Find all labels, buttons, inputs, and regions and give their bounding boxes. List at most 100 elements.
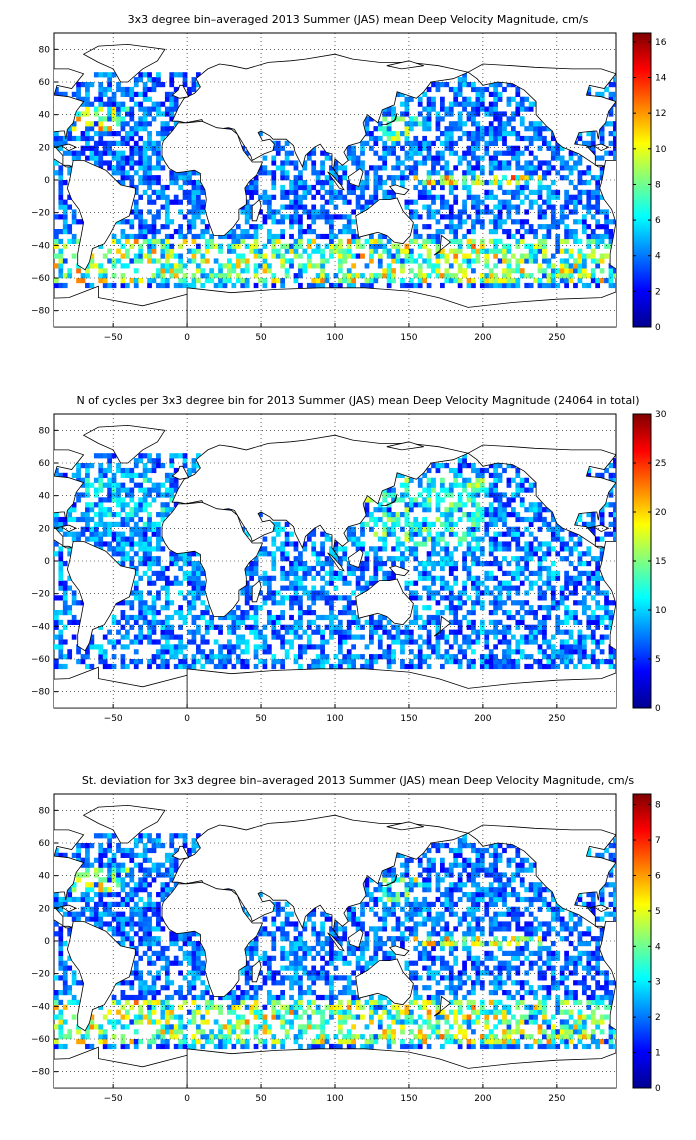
data-bin [497, 590, 503, 596]
data-bin [227, 248, 232, 254]
data-bin [422, 189, 427, 195]
data-bin [457, 91, 463, 97]
data-bin [58, 184, 64, 191]
data-bin [85, 502, 90, 508]
data-bin [404, 487, 410, 493]
data-bin [249, 180, 254, 186]
data-bin [537, 184, 543, 191]
data-bin [599, 91, 605, 97]
data-bin [138, 624, 144, 630]
data-bin [54, 238, 59, 244]
data-bin [457, 248, 463, 254]
data-bin [599, 233, 605, 240]
data-bin [590, 229, 596, 235]
data-bin [346, 189, 352, 195]
data-bin [519, 121, 525, 127]
data-bin [519, 614, 525, 621]
data-bin [577, 248, 583, 254]
data-bin [364, 580, 370, 586]
data-bin [497, 224, 503, 230]
data-bin [413, 214, 419, 220]
data-bin [391, 575, 396, 581]
data-bin [71, 536, 77, 542]
data-bin [559, 659, 565, 665]
data-bin [302, 229, 308, 235]
data-bin [151, 497, 157, 503]
data-bin [391, 649, 396, 655]
data-bin [448, 170, 454, 176]
data-bin [595, 155, 601, 161]
data-bin [249, 570, 254, 576]
data-bin [227, 614, 232, 621]
data-bin [453, 248, 459, 254]
data-bin [120, 121, 126, 127]
data-bin [120, 482, 126, 488]
data-bin [417, 121, 423, 127]
data-bin [502, 160, 507, 166]
data-bin [488, 561, 494, 567]
data-bin [391, 526, 396, 532]
data-bin [479, 86, 485, 93]
data-bin [173, 561, 179, 567]
data-bin [315, 278, 321, 284]
data-bin [537, 194, 543, 200]
data-bin [497, 595, 503, 601]
data-bin [62, 605, 68, 611]
data-bin [435, 111, 441, 117]
data-bin [298, 204, 303, 210]
data-bin [89, 536, 95, 542]
data-bin [133, 512, 139, 518]
data-bin [431, 199, 436, 205]
data-bin [98, 1039, 104, 1045]
data-bin [462, 175, 467, 181]
data-bin [391, 278, 396, 284]
data-bin [142, 165, 148, 171]
data-bin [386, 629, 392, 635]
data-bin [581, 610, 587, 616]
data-bin [195, 233, 201, 240]
data-bin [479, 516, 485, 523]
data-bin [293, 600, 299, 606]
data-bin [568, 268, 574, 274]
data-bin [524, 273, 530, 279]
data-bin [448, 150, 454, 156]
data-bin [147, 575, 152, 581]
data-bin [315, 629, 321, 635]
data-bin [93, 521, 99, 527]
data-bin [160, 238, 166, 244]
data-bin [404, 121, 410, 127]
data-bin [76, 96, 81, 102]
data-bin [484, 150, 490, 156]
data-bin [457, 263, 463, 269]
data-bin [457, 458, 463, 464]
data-bin [493, 116, 498, 122]
data-bin [133, 160, 139, 166]
data-bin [515, 659, 521, 665]
data-bin [147, 492, 152, 498]
data-bin [182, 644, 188, 650]
data-bin [568, 278, 574, 284]
data-bin [502, 140, 507, 146]
data-bin [484, 140, 490, 146]
data-bin [462, 600, 467, 606]
data-bin [142, 150, 148, 156]
data-bin [608, 521, 614, 527]
data-bin [448, 521, 454, 527]
data-bin [453, 253, 459, 259]
data-bin [151, 248, 157, 254]
x-tick-label: 0 [184, 333, 190, 343]
data-bin [324, 214, 330, 220]
data-bin [151, 521, 157, 527]
data-bin [289, 224, 294, 230]
data-bin [191, 619, 197, 625]
data-bin [67, 170, 73, 176]
data-bin [506, 268, 512, 274]
data-bin [546, 580, 552, 586]
data-bin [311, 248, 317, 254]
data-bin [289, 561, 294, 567]
data-bin [351, 278, 357, 284]
data-bin [408, 521, 414, 527]
data-bin [244, 243, 250, 249]
data-bin [355, 575, 361, 581]
